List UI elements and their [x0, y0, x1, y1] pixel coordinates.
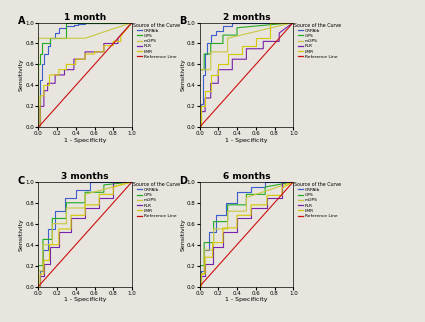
Y-axis label: Sensitivity: Sensitivity	[19, 59, 24, 91]
X-axis label: 1 - Specificity: 1 - Specificity	[225, 297, 268, 302]
Title: 2 months: 2 months	[223, 13, 270, 22]
Text: D: D	[179, 175, 187, 185]
X-axis label: 1 - Specificity: 1 - Specificity	[64, 297, 106, 302]
Title: 6 months: 6 months	[223, 172, 270, 181]
Title: 3 months: 3 months	[61, 172, 109, 181]
Y-axis label: Sensitivity: Sensitivity	[180, 59, 185, 91]
Y-axis label: Sensitivity: Sensitivity	[180, 218, 185, 251]
Legend: CRPAlb, GPS, mGPS, PLR, LMR, Reference Line: CRPAlb, GPS, mGPS, PLR, LMR, Reference L…	[294, 23, 341, 59]
Title: 1 month: 1 month	[64, 13, 106, 22]
Text: C: C	[17, 175, 25, 185]
Legend: CRPAlb, GPS, mGPS, PLR, LMR, Reference Line: CRPAlb, GPS, mGPS, PLR, LMR, Reference L…	[294, 182, 341, 218]
Text: B: B	[179, 16, 186, 26]
X-axis label: 1 - Specificity: 1 - Specificity	[225, 138, 268, 143]
Y-axis label: Sensitivity: Sensitivity	[19, 218, 24, 251]
Legend: CRPAlb, GPS, mGPS, PLR, LMR, Reference Line: CRPAlb, GPS, mGPS, PLR, LMR, Reference L…	[133, 182, 180, 218]
X-axis label: 1 - Specificity: 1 - Specificity	[64, 138, 106, 143]
Legend: CRPAlb, GPS, mGPS, PLR, LMR, Reference Line: CRPAlb, GPS, mGPS, PLR, LMR, Reference L…	[133, 23, 180, 59]
Text: A: A	[17, 16, 25, 26]
